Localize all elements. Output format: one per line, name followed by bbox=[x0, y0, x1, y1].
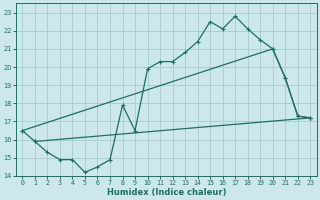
X-axis label: Humidex (Indice chaleur): Humidex (Indice chaleur) bbox=[107, 188, 226, 197]
